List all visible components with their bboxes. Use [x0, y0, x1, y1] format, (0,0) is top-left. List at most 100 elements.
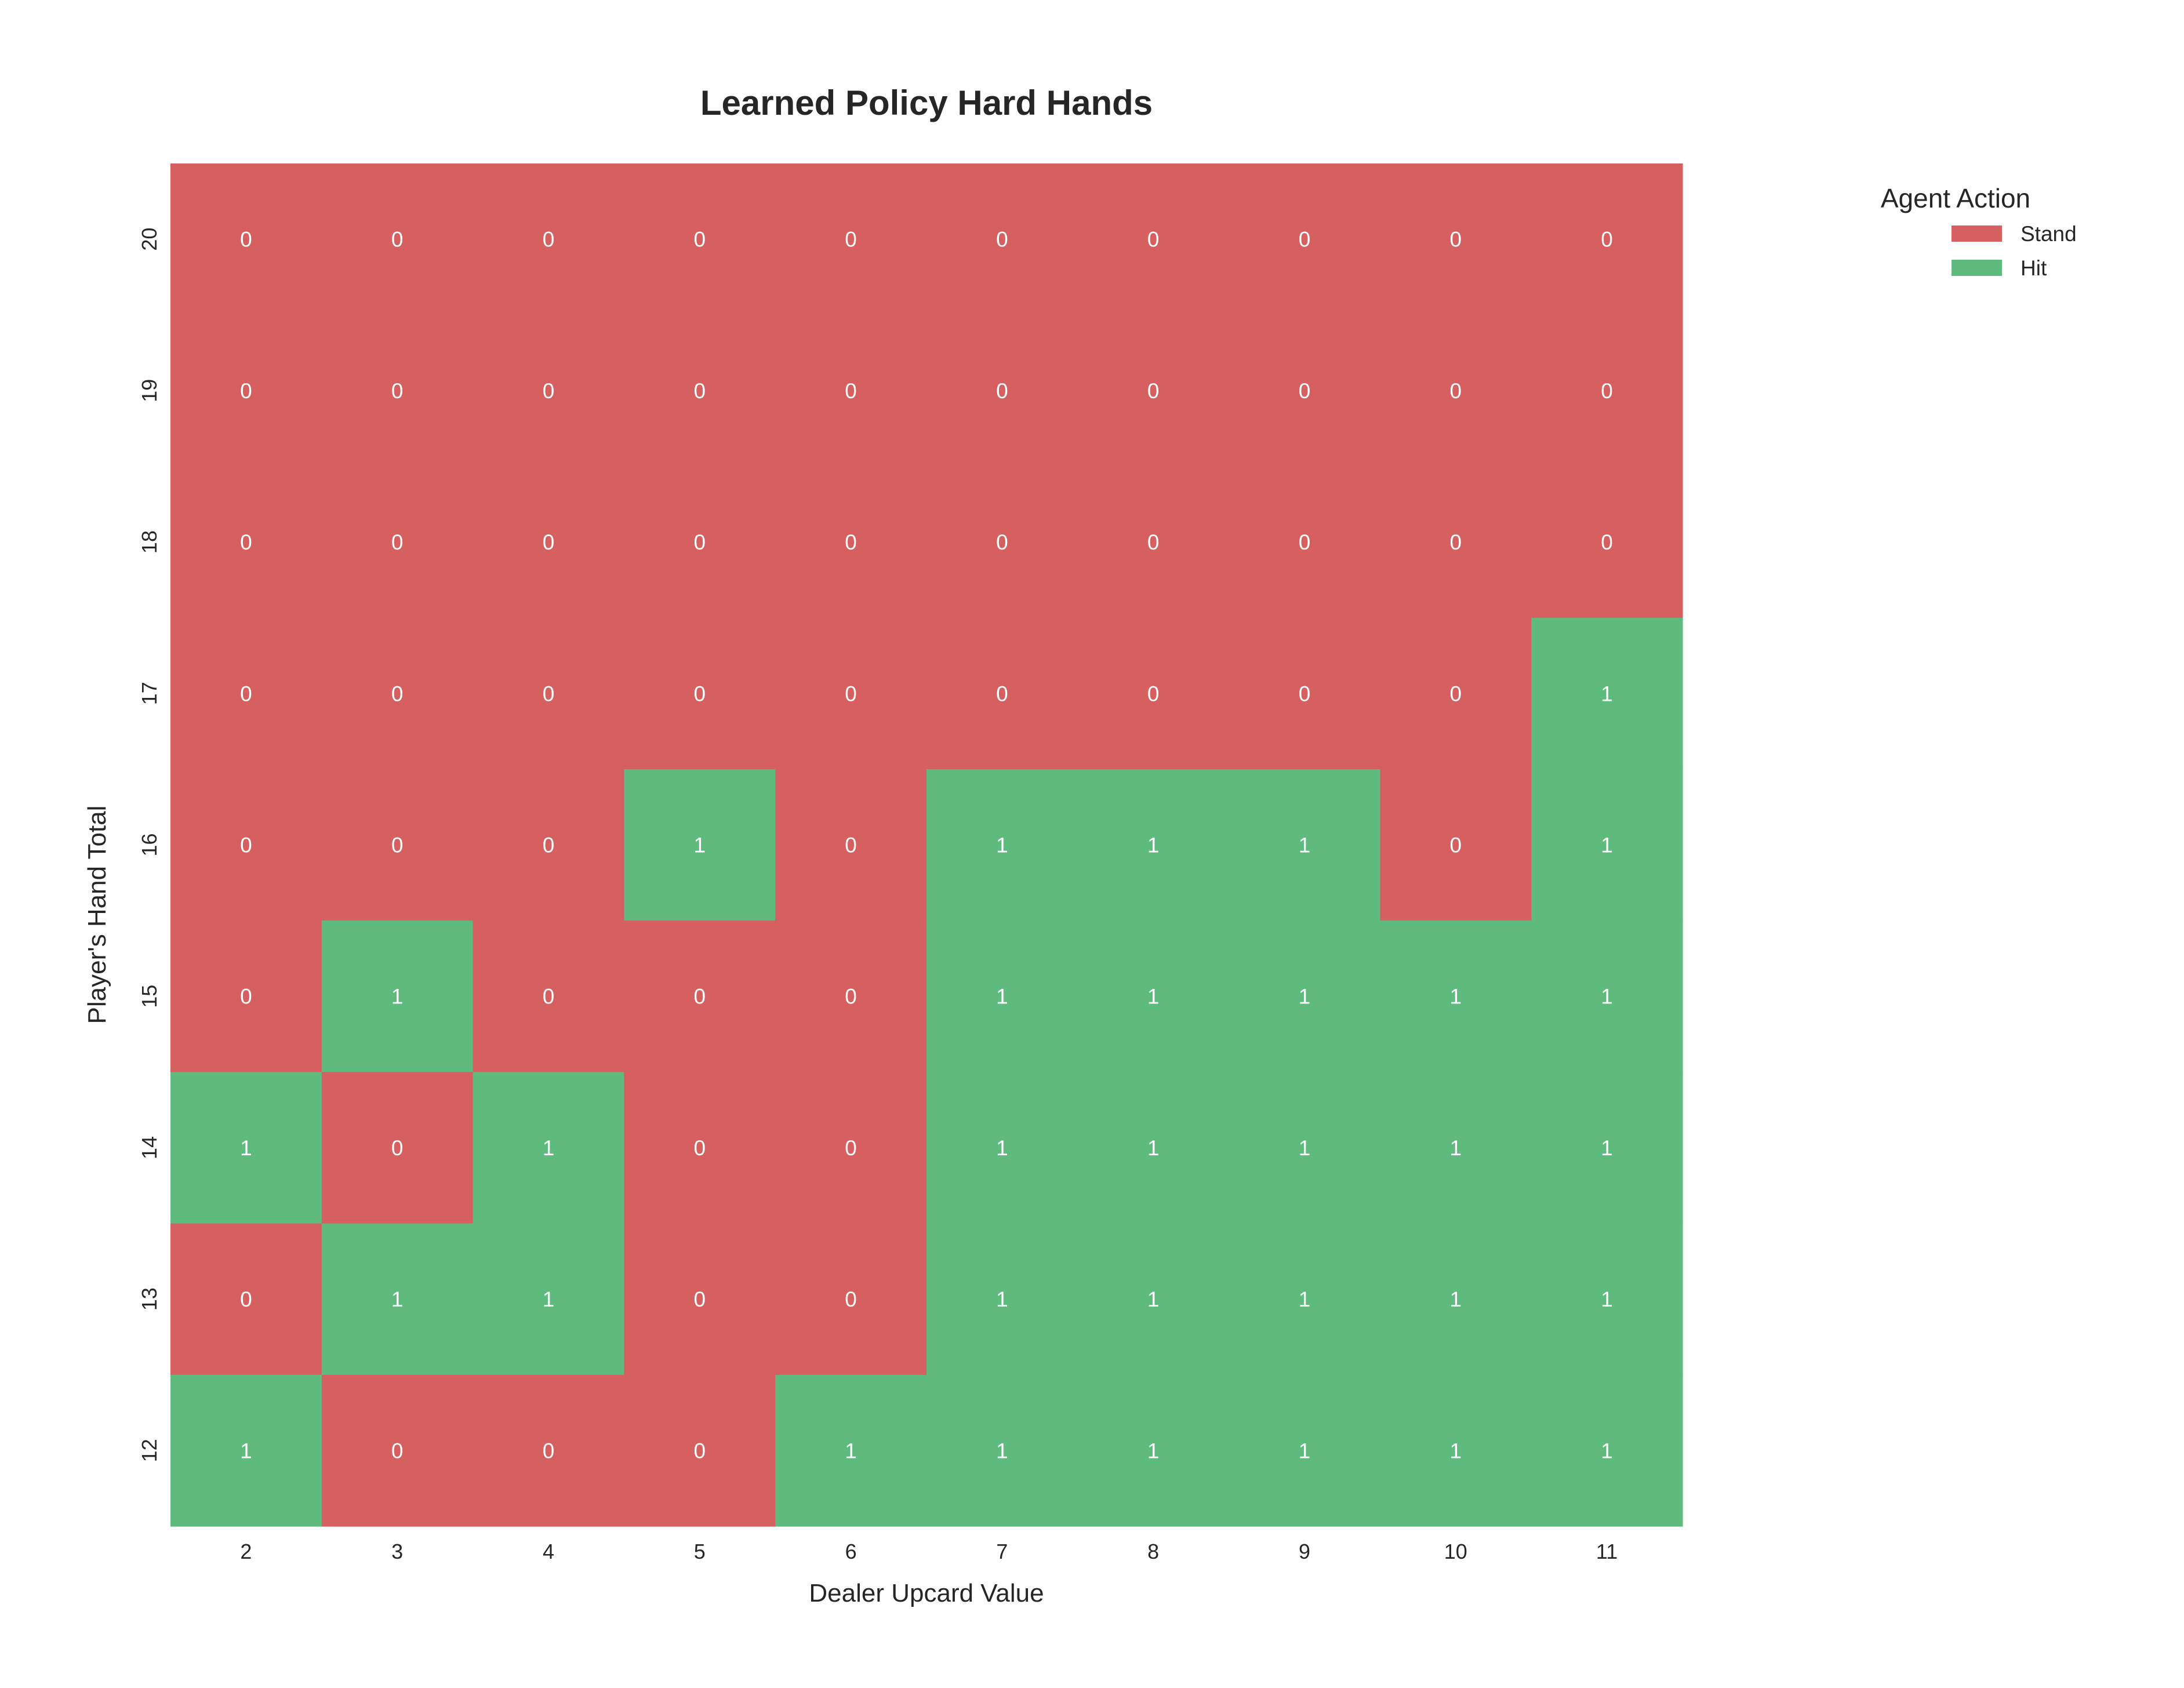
cell-value-label: 1 — [996, 985, 1008, 1009]
cell-value-label: 0 — [845, 1287, 857, 1311]
heatmap-cell-labels: 0 0 0 0 0 0 0 0 0 0 0 0 0 0 0 0 0 0 0 0 0 0 0 0 0 0 0 0 0 0 0 0 0 0 0 0 0 0 0 1… — [240, 228, 1613, 1463]
y-tick-label: 15 — [137, 985, 161, 1008]
heatmap-cells — [170, 163, 1683, 1527]
heatmap-cell-15-9 — [1229, 921, 1380, 1072]
cell-value-label: 1 — [694, 834, 706, 857]
y-tick-label: 13 — [137, 1287, 161, 1311]
heatmap-cell-17-4 — [473, 617, 624, 770]
heatmap-cell-18-9 — [1229, 466, 1380, 619]
heatmap-cell-13-2 — [170, 1223, 322, 1376]
cell-value-label: 1 — [1147, 1136, 1160, 1160]
heatmap-cell-19-10 — [1380, 315, 1532, 467]
cell-value-label: 0 — [694, 530, 706, 554]
heatmap-cell-18-7 — [926, 466, 1078, 619]
x-tick-label: 6 — [845, 1540, 857, 1563]
heatmap-cell-16-9 — [1229, 769, 1380, 921]
cell-value-label: 1 — [1450, 985, 1462, 1009]
heatmap-cell-16-5 — [624, 769, 776, 921]
cell-value-label: 1 — [391, 1287, 404, 1311]
heatmap-cell-16-11 — [1531, 769, 1683, 921]
heatmap-cell-14-9 — [1229, 1072, 1380, 1224]
heatmap-cell-12-2 — [170, 1374, 322, 1527]
cell-value-label: 0 — [240, 834, 252, 857]
heatmap-cell-17-6 — [775, 617, 927, 770]
cell-value-label: 1 — [1601, 1439, 1613, 1463]
heatmap-cell-14-7 — [926, 1072, 1078, 1224]
x-tick-label: 5 — [694, 1540, 706, 1563]
y-axis-label: Player's Hand Total — [83, 806, 111, 1024]
y-tick-label: 16 — [137, 833, 161, 856]
cell-value-label: 1 — [1450, 1136, 1462, 1160]
heatmap-cell-20-9 — [1229, 163, 1380, 315]
heatmap-cell-15-5 — [624, 921, 776, 1072]
y-tick-label: 14 — [137, 1136, 161, 1159]
heatmap-cell-13-4 — [473, 1223, 624, 1376]
cell-value-label: 0 — [845, 379, 857, 403]
heatmap-cell-18-5 — [624, 466, 776, 619]
heatmap-cell-18-2 — [170, 466, 322, 619]
cell-value-label: 1 — [1147, 1439, 1160, 1463]
cell-value-label: 0 — [240, 228, 252, 252]
cell-value-label: 0 — [1299, 379, 1311, 403]
cell-value-label: 1 — [1601, 985, 1613, 1009]
cell-value-label: 0 — [1601, 228, 1613, 252]
heatmap-cell-15-7 — [926, 921, 1078, 1072]
cell-value-label: 1 — [240, 1136, 252, 1160]
cell-value-label: 1 — [391, 985, 404, 1009]
cell-value-label: 0 — [694, 228, 706, 252]
heatmap-cell-18-11 — [1531, 466, 1683, 619]
cell-value-label: 0 — [240, 682, 252, 705]
cell-value-label: 0 — [996, 228, 1008, 252]
cell-value-label: 0 — [1299, 228, 1311, 252]
cell-value-label: 0 — [1450, 228, 1462, 252]
cell-value-label: 0 — [543, 985, 555, 1009]
heatmap-cell-20-5 — [624, 163, 776, 315]
heatmap-cell-17-3 — [321, 617, 474, 770]
heatmap-cell-13-8 — [1077, 1223, 1230, 1376]
cell-value-label: 1 — [543, 1136, 555, 1160]
cell-value-label: 1 — [1601, 834, 1613, 857]
cell-value-label: 1 — [1299, 1439, 1311, 1463]
cell-value-label: 0 — [845, 530, 857, 554]
heatmap-cell-18-6 — [775, 466, 927, 619]
cell-value-label: 0 — [694, 682, 706, 705]
cell-value-label: 0 — [391, 530, 404, 554]
cell-value-label: 1 — [1450, 1439, 1462, 1463]
heatmap-cell-17-5 — [624, 617, 776, 770]
x-tick-label: 3 — [391, 1540, 403, 1563]
heatmap-cell-15-2 — [170, 921, 322, 1072]
cell-value-label: 1 — [1601, 682, 1613, 705]
cell-value-label: 0 — [845, 1136, 857, 1160]
cell-value-label: 0 — [1450, 530, 1462, 554]
heatmap-cell-17-2 — [170, 617, 322, 770]
cell-value-label: 0 — [694, 1287, 706, 1311]
cell-value-label: 0 — [240, 985, 252, 1009]
heatmap-cell-15-8 — [1077, 921, 1230, 1072]
heatmap-cell-20-2 — [170, 163, 322, 315]
heatmap-cell-16-6 — [775, 769, 927, 921]
cell-value-label: 1 — [1601, 1287, 1613, 1311]
cell-value-label: 0 — [996, 682, 1008, 705]
cell-value-label: 0 — [1147, 379, 1160, 403]
heatmap-cell-15-3 — [321, 921, 474, 1072]
y-tick-label: 12 — [137, 1439, 161, 1462]
cell-value-label: 0 — [1147, 530, 1160, 554]
heatmap-cell-15-11 — [1531, 921, 1683, 1072]
heatmap-cell-15-4 — [473, 921, 624, 1072]
cell-value-label: 0 — [391, 834, 404, 857]
heatmap-cell-17-7 — [926, 617, 1078, 770]
cell-value-label: 1 — [1450, 1287, 1462, 1311]
cell-value-label: 0 — [543, 228, 555, 252]
y-tick-label: 19 — [137, 379, 161, 402]
heatmap-cell-12-8 — [1077, 1374, 1230, 1527]
heatmap-cell-20-3 — [321, 163, 474, 315]
heatmap-cell-18-8 — [1077, 466, 1230, 619]
cell-value-label: 1 — [1147, 985, 1160, 1009]
y-tick-label: 17 — [137, 682, 161, 705]
heatmap-cell-17-10 — [1380, 617, 1532, 770]
heatmap-cell-19-9 — [1229, 315, 1380, 467]
heatmap-cell-20-6 — [775, 163, 927, 315]
cell-value-label: 0 — [1450, 379, 1462, 403]
cell-value-label: 0 — [845, 834, 857, 857]
x-tick-label: 10 — [1444, 1540, 1467, 1563]
